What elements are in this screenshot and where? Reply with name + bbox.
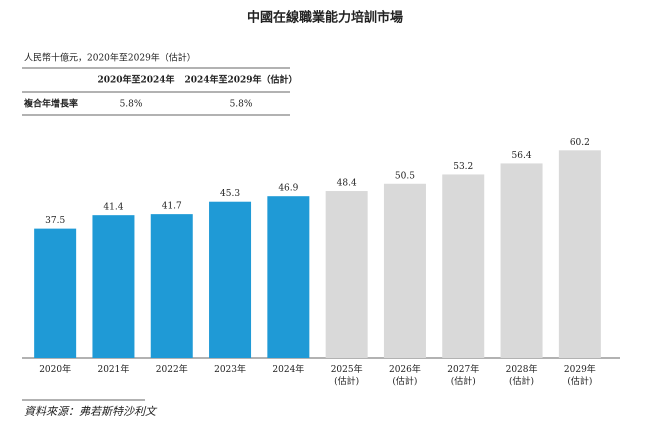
- x-tick-label: 2021年: [97, 365, 130, 375]
- x-tick-label: 2022年: [155, 365, 188, 375]
- bar: [267, 196, 310, 358]
- x-tick-label: 2029年 (估計): [563, 365, 596, 387]
- table-cell: 5.8%: [120, 100, 143, 110]
- value-label: 60.2: [570, 138, 590, 148]
- bar: [558, 150, 601, 358]
- x-tick-label: 2028年 (估計): [505, 365, 538, 387]
- x-tick-label: 2020年: [39, 365, 72, 375]
- table-row-label: 複合年增長率: [23, 98, 78, 110]
- bar: [34, 228, 77, 358]
- bar: [150, 214, 193, 358]
- value-label: 41.7: [162, 202, 182, 212]
- x-tick-label: 2025年 (估計): [330, 365, 363, 387]
- value-label: 45.3: [220, 189, 240, 199]
- value-label: 53.2: [453, 162, 473, 172]
- chart-title: 中國在線職業能力培訓市場: [247, 10, 403, 26]
- bar: [442, 174, 485, 358]
- x-tick-label: 2026年 (估計): [388, 365, 421, 387]
- table-cell: 5.8%: [230, 100, 253, 110]
- x-tick-label: 2024年: [272, 365, 305, 375]
- value-label: 56.4: [512, 151, 532, 161]
- bar: [500, 163, 543, 358]
- unit-label: 人民幣十億元，2020年至2029年（估計）: [24, 52, 196, 64]
- bar: [325, 191, 368, 358]
- bar: [92, 215, 135, 358]
- source: 資料來源：弗若斯特沙利文: [24, 405, 158, 418]
- value-label: 41.4: [103, 203, 123, 213]
- value-label: 50.5: [395, 171, 415, 181]
- bar: [383, 183, 426, 358]
- value-label: 37.5: [45, 216, 65, 226]
- x-tick-label: 2023年: [214, 365, 246, 375]
- x-tick-label: 2027年 (估計): [447, 365, 480, 387]
- table-header: 2024年至2029年（估計）: [184, 74, 297, 86]
- value-label: 46.9: [278, 184, 298, 194]
- bar: [209, 201, 252, 358]
- table-header: 2020年至2024年: [97, 74, 174, 86]
- value-label: 48.4: [337, 179, 357, 189]
